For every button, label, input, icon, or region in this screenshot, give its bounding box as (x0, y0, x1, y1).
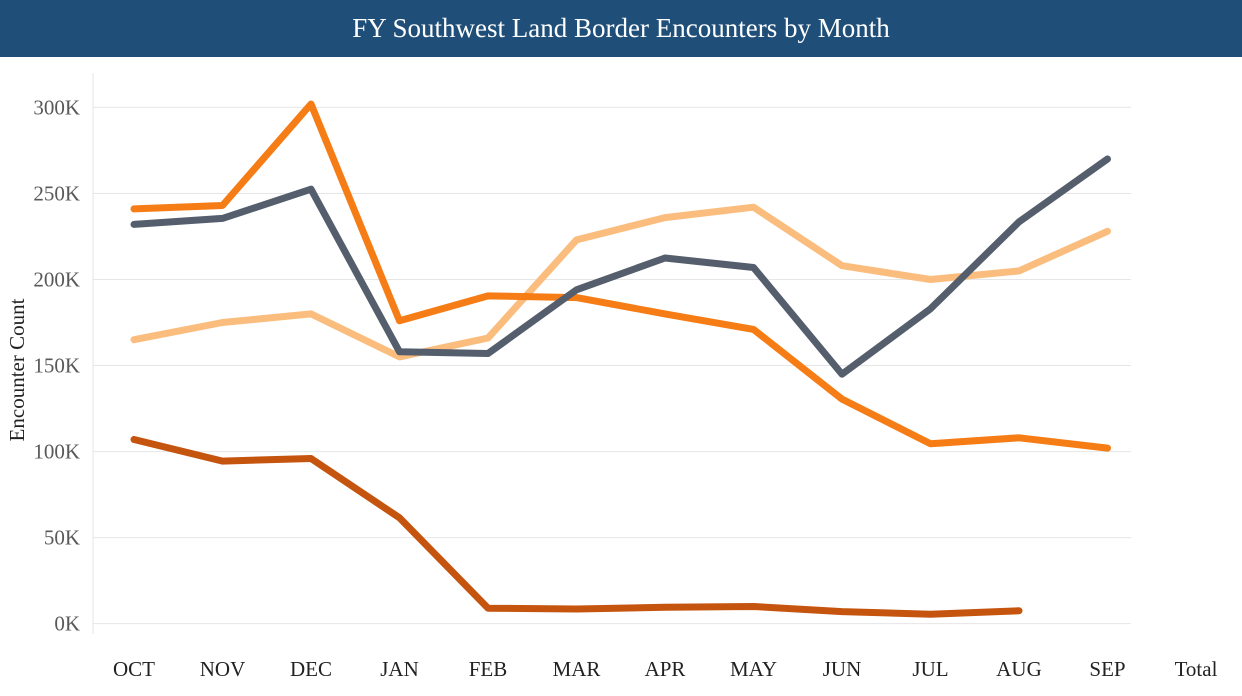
gridlines (92, 73, 1131, 634)
y-tick-label: 0K (54, 612, 80, 636)
series-lines (130, 100, 1111, 618)
series-line-4 (130, 155, 1111, 378)
y-tick-label: 300K (33, 95, 80, 119)
x-tick-label-mar: MAR (553, 657, 601, 681)
x-tick-label-oct: OCT (113, 657, 155, 681)
x-tick-label-aug: AUG (996, 657, 1042, 681)
x-tick-label-apr: APR (645, 657, 686, 681)
x-axis-ticks: OCT NOV DEC JAN FEB MAR APR MAY JUN JUL AUG SEP (113, 657, 1126, 681)
x-tick-label-nov: NOV (200, 657, 246, 681)
x-tick-label-jan: JAN (380, 657, 419, 681)
x-tick-label-jul: JUL (912, 657, 948, 681)
x-tick-label-may: MAY (730, 657, 777, 681)
y-axis-title: Encounter Count (5, 298, 29, 441)
x-tick-label-feb: FEB (469, 657, 508, 681)
series-line-1 (130, 436, 1023, 618)
y-axis-ticks: 0K 50K 100K 150K 200K 250K 300K (33, 95, 80, 635)
x-tick-label-dec: DEC (290, 657, 332, 681)
chart-title: FY Southwest Land Border Encounters by M… (0, 0, 1242, 57)
y-tick-label: 200K (33, 268, 80, 292)
x-axis-total-label: Total (1175, 657, 1218, 681)
y-tick-label: 50K (44, 526, 80, 550)
x-tick-label-jun: JUN (823, 657, 862, 681)
y-tick-label: 100K (33, 440, 80, 464)
y-tick-label: 150K (33, 354, 80, 378)
x-tick-label-sep: SEP (1089, 657, 1125, 681)
y-tick-label: 250K (33, 181, 80, 205)
series-line-2 (130, 203, 1111, 361)
series-line-3 (130, 100, 1111, 452)
